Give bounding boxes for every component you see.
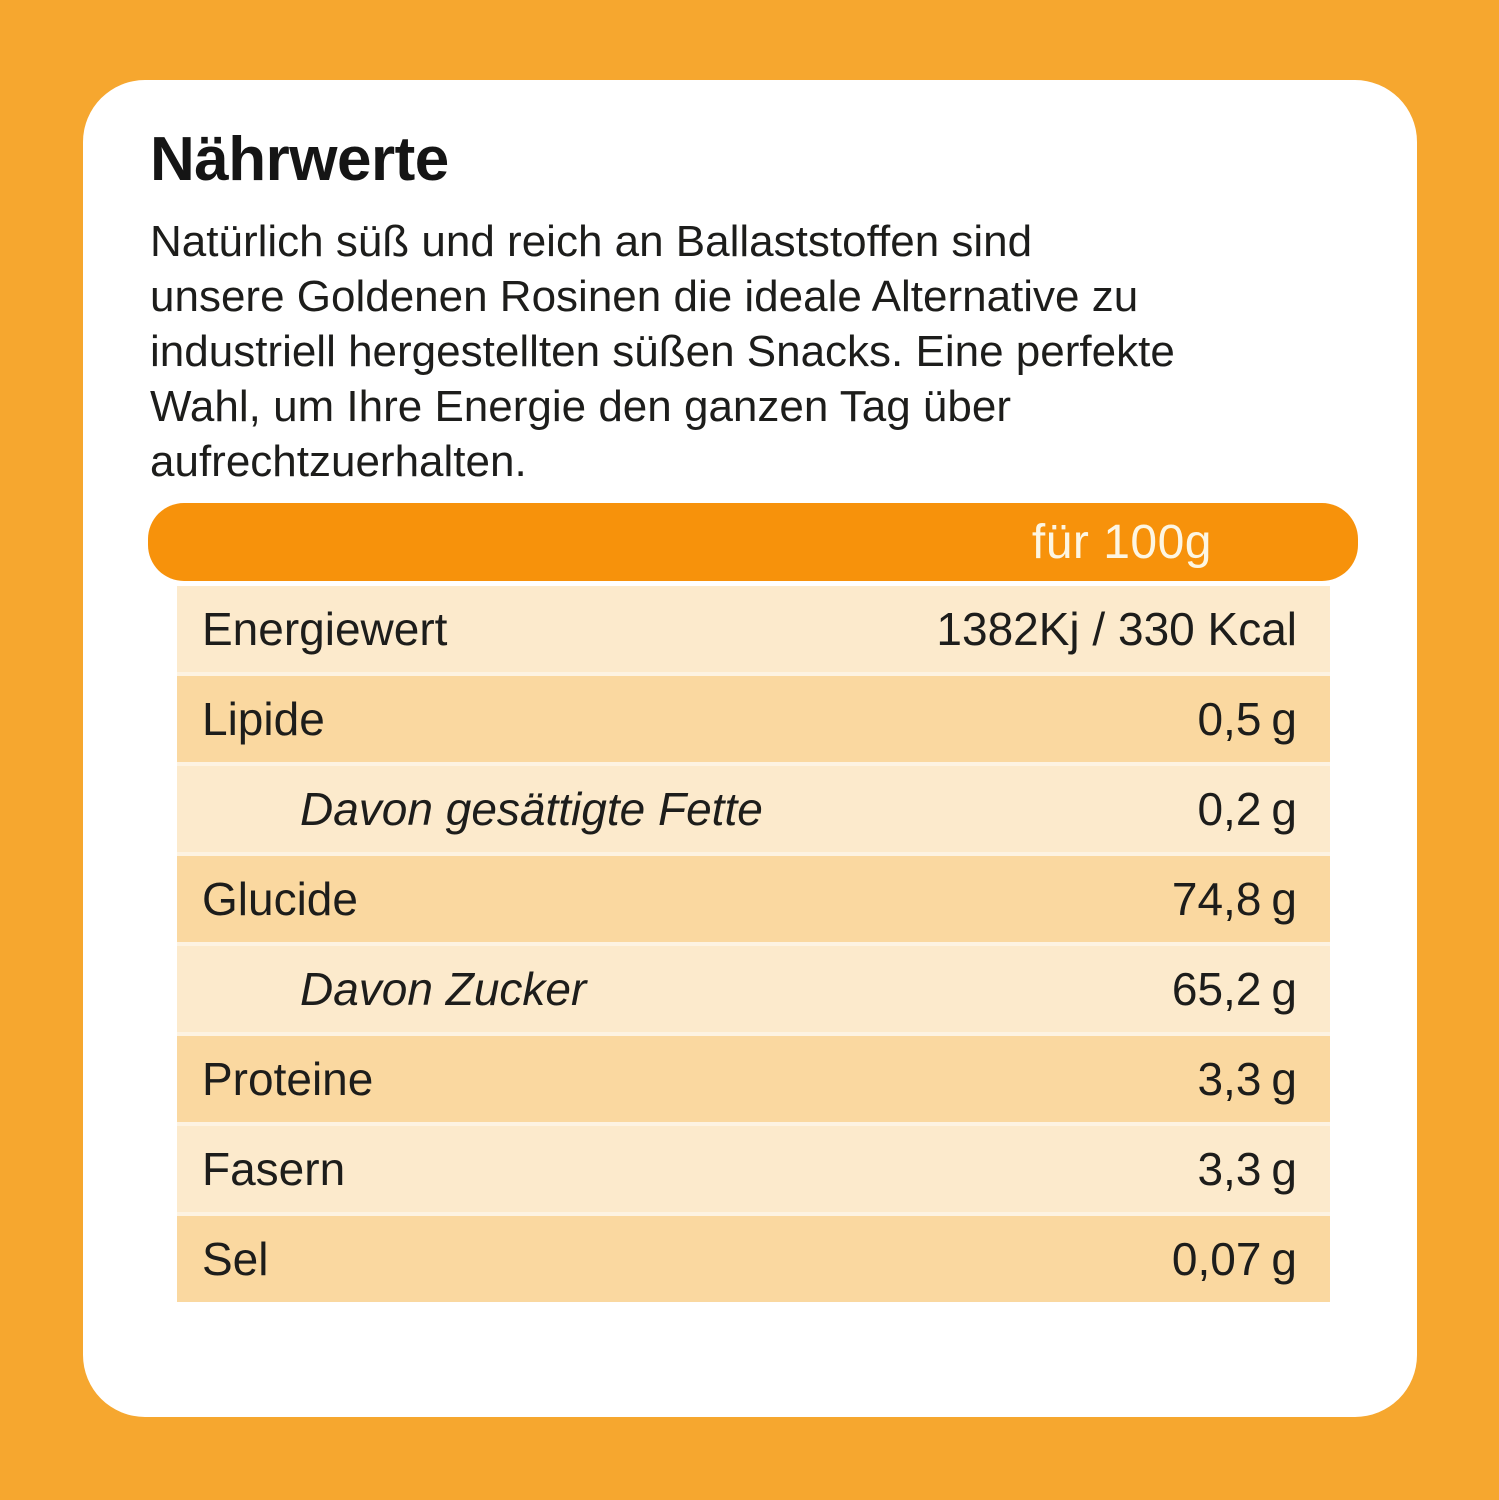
- table-row-fat: Lipide 0,5 g: [177, 672, 1330, 763]
- row-value: 74,8 g: [1171, 873, 1297, 926]
- intro-line: Natürlich süß und reich an Ballaststoffe…: [150, 217, 1033, 267]
- row-value: 0,2 g: [1197, 783, 1297, 836]
- table-row-salt: Sel 0,07 g: [177, 1212, 1330, 1303]
- row-label: Glucide: [202, 873, 358, 926]
- row-unit: g: [1271, 873, 1297, 926]
- table-row-sugars: Davon Zucker 65,2 g: [177, 942, 1330, 1033]
- row-label: Energiewert: [202, 603, 448, 656]
- row-label: Davon Zucker: [300, 963, 587, 1016]
- row-unit: g: [1271, 1233, 1297, 1286]
- serving-header: für 100g: [148, 503, 1358, 582]
- intro-line: unsere Goldenen Rosinen die ideale Alter…: [150, 272, 1139, 322]
- intro-line: industriell hergestellten süßen Snacks. …: [150, 327, 1175, 377]
- table-row-saturated-fat: Davon gesättigte Fette 0,2 g: [177, 762, 1330, 853]
- row-value: 0,07 g: [1171, 1233, 1297, 1286]
- row-label: Fasern: [202, 1143, 346, 1196]
- intro-line: Wahl, um Ihre Energie den ganzen Tag übe…: [150, 382, 1011, 432]
- table-row-carbs: Glucide 74,8 g: [177, 852, 1330, 943]
- row-value: 3,3 g: [1197, 1053, 1297, 1106]
- intro-line: aufrechtzuerhalten.: [150, 437, 527, 487]
- intro-text: Natürlich süß und reich an Ballaststoffe…: [150, 214, 1350, 489]
- row-unit: g: [1271, 693, 1297, 746]
- row-label: Sel: [202, 1233, 269, 1286]
- table-row-protein: Proteine 3,3 g: [177, 1032, 1330, 1123]
- row-label: Lipide: [202, 693, 325, 746]
- row-unit: g: [1271, 1053, 1297, 1106]
- row-value: 65,2 g: [1171, 963, 1297, 1016]
- row-value: 0,5 g: [1197, 693, 1297, 746]
- table-row-fiber: Fasern 3,3 g: [177, 1122, 1330, 1213]
- nutrition-card: Nährwerte Natürlich süß und reich an Bal…: [83, 80, 1417, 1417]
- row-unit: g: [1271, 1143, 1297, 1196]
- row-label: Davon gesättigte Fette: [300, 783, 763, 836]
- row-label: Proteine: [202, 1053, 374, 1106]
- page-title: Nährwerte: [150, 125, 449, 194]
- row-value: 1382Kj / 330 Kcal: [936, 603, 1297, 656]
- row-unit: g: [1271, 783, 1297, 836]
- row-unit: g: [1271, 963, 1297, 1016]
- nutrition-table: Energiewert 1382Kj / 330 Kcal Lipide 0,5…: [177, 586, 1330, 1303]
- serving-label: für 100g: [1031, 515, 1212, 569]
- row-value: 3,3 g: [1197, 1143, 1297, 1196]
- table-row-energy: Energiewert 1382Kj / 330 Kcal: [177, 586, 1330, 673]
